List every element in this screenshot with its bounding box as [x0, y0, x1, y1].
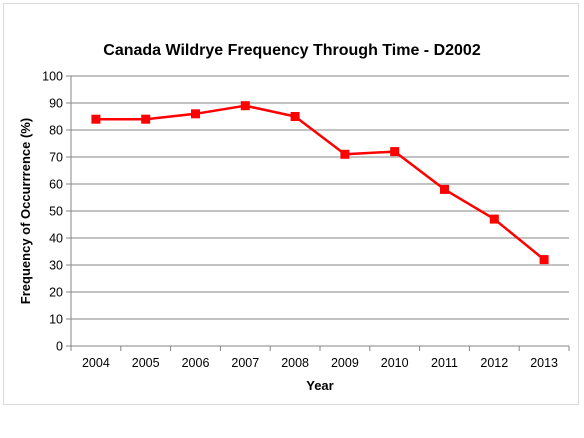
- x-tick-labels: 2004 2005 2006 2007 2008 2009 2010 2011 2012 2013: [82, 356, 558, 370]
- gridlines: [71, 75, 569, 320]
- y-tick-labels: 0 10 20 30 40 50 60 70 80 90 100: [42, 70, 63, 354]
- data-point-marker: [141, 114, 151, 124]
- y-tick-label: 20: [49, 286, 63, 300]
- y-tick-label: 10: [49, 313, 63, 327]
- data-point-marker: [91, 114, 101, 124]
- data-point-marker: [240, 101, 250, 111]
- series-line: [95, 104, 545, 261]
- y-tick-label: 30: [49, 259, 63, 273]
- y-tick-label: 70: [49, 151, 63, 165]
- series-layer: [91, 101, 549, 265]
- x-tick-label: 2008: [281, 356, 309, 370]
- chart-title: Canada Wildrye Frequency Through Time - …: [103, 42, 481, 59]
- data-point-marker: [290, 112, 300, 121]
- x-tick-label: 2004: [82, 356, 110, 370]
- data-point-marker: [489, 214, 499, 224]
- y-axis-title: Frequency of Occurrrence (%): [18, 118, 33, 304]
- y-tick-label: 80: [49, 124, 63, 138]
- data-point-marker: [440, 184, 449, 194]
- data-point-marker: [340, 149, 350, 159]
- x-tick-label: 2007: [231, 356, 259, 370]
- y-tick-label: 100: [42, 70, 63, 84]
- x-tick-label: 2011: [431, 356, 458, 370]
- data-point-marker: [191, 109, 200, 119]
- x-tick-label: 2005: [132, 356, 160, 370]
- y-tick-label: 60: [49, 178, 63, 192]
- y-tick-label: 0: [56, 340, 63, 354]
- y-tick-label: 50: [49, 205, 63, 219]
- x-tick-label: 2006: [182, 356, 210, 370]
- chart-frame: [3, 3, 579, 405]
- data-point-marker: [539, 255, 549, 265]
- y-tick-label: 40: [49, 232, 63, 246]
- x-tick-label: 2012: [480, 356, 508, 370]
- data-point-marker: [390, 147, 400, 157]
- x-tick-label: 2010: [381, 356, 409, 370]
- y-tick-label: 90: [49, 97, 63, 111]
- x-axis-title: Year: [306, 378, 333, 393]
- x-tick-label: 2013: [530, 356, 558, 370]
- axes: [66, 75, 570, 351]
- x-tick-label: 2009: [331, 356, 359, 370]
